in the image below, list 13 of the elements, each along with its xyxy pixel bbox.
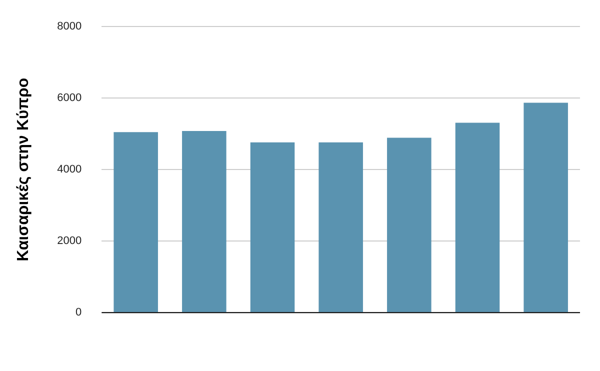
- bar: [524, 102, 568, 312]
- bar: [114, 132, 158, 312]
- y-tick-label: 2000: [57, 235, 82, 248]
- y-tick-label: 8000: [57, 20, 82, 33]
- y-tick-label: 0: [76, 306, 82, 319]
- bar: [387, 138, 432, 312]
- bar: [182, 130, 226, 312]
- bar: [455, 122, 500, 312]
- bar: [250, 142, 295, 312]
- bar: [318, 142, 363, 312]
- y-tick-label: 4000: [57, 164, 82, 176]
- y-tick-label: 6000: [57, 92, 82, 104]
- y-axis-title: Καισαρικές στην Κύπρο: [15, 78, 32, 262]
